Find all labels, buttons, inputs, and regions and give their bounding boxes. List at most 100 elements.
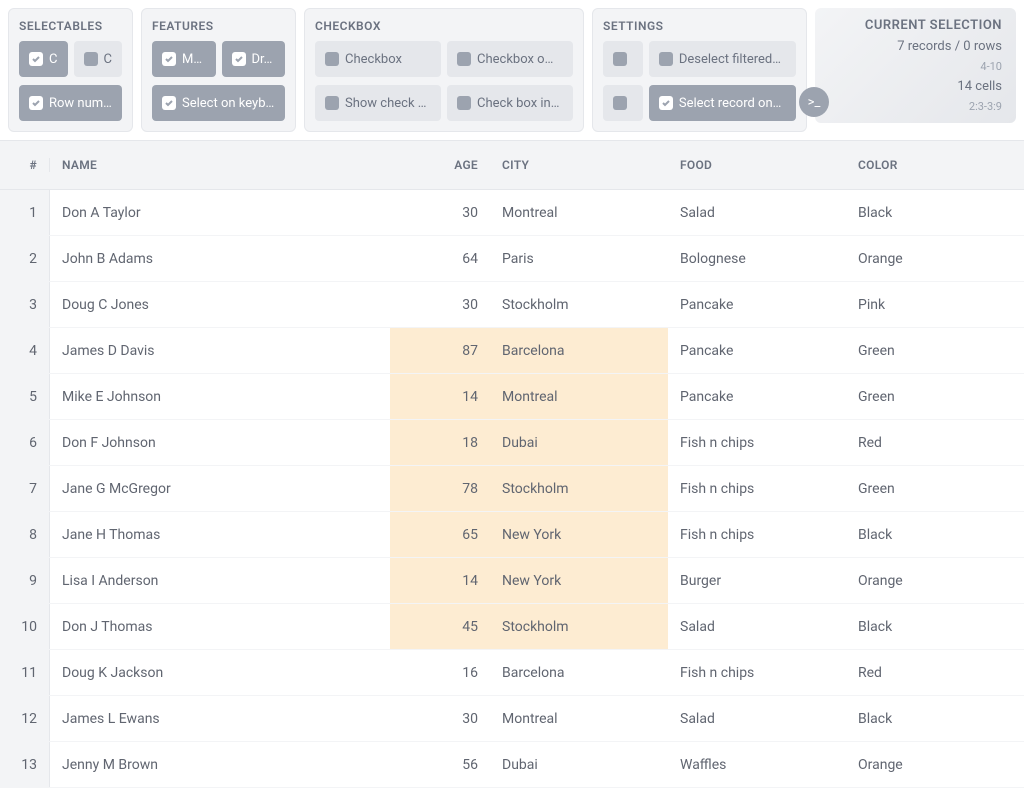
toggle-chip[interactable]: C: [74, 41, 123, 77]
cell-food[interactable]: Pancake: [668, 282, 846, 327]
cell-name[interactable]: Jane G McGregor: [50, 466, 390, 511]
cell-food[interactable]: Fish n chips: [668, 650, 846, 695]
cell-name[interactable]: Lisa I Anderson: [50, 558, 390, 603]
cell-name[interactable]: Doug C Jones: [50, 282, 390, 327]
cell-city[interactable]: Dubai: [490, 420, 668, 465]
cell-rownum[interactable]: 9: [0, 558, 50, 603]
cell-city[interactable]: Montreal: [490, 190, 668, 235]
cell-name[interactable]: James L Ewans: [50, 696, 390, 741]
toggle-chip[interactable]: Select on keyb…: [152, 85, 285, 121]
toggle-chip[interactable]: M…: [152, 41, 216, 77]
cell-food[interactable]: Salad: [668, 190, 846, 235]
cell-color[interactable]: Black: [846, 696, 1024, 741]
cell-city[interactable]: Barcelona: [490, 650, 668, 695]
cell-age[interactable]: 45: [390, 604, 490, 649]
cell-color[interactable]: Black: [846, 512, 1024, 557]
cell-color[interactable]: Green: [846, 374, 1024, 419]
cell-color[interactable]: Orange: [846, 236, 1024, 281]
toggle-chip[interactable]: Checkbox o…: [447, 41, 573, 77]
cell-rownum[interactable]: 13: [0, 742, 50, 787]
cell-rownum[interactable]: 6: [0, 420, 50, 465]
cell-age[interactable]: 64: [390, 236, 490, 281]
toggle-chip[interactable]: [603, 85, 643, 121]
cell-rownum[interactable]: 1: [0, 190, 50, 235]
cell-rownum[interactable]: 3: [0, 282, 50, 327]
table-row[interactable]: 8Jane H Thomas65New YorkFish n chipsBlac…: [0, 512, 1024, 558]
table-row[interactable]: 5Mike E Johnson14MontrealPancakeGreen: [0, 374, 1024, 420]
cell-city[interactable]: New York: [490, 558, 668, 603]
cell-rownum[interactable]: 4: [0, 328, 50, 373]
cell-color[interactable]: Black: [846, 190, 1024, 235]
cell-age[interactable]: 30: [390, 696, 490, 741]
cell-age[interactable]: 18: [390, 420, 490, 465]
toggle-chip[interactable]: Select record on…: [649, 85, 796, 121]
table-row[interactable]: 6Don F Johnson18DubaiFish n chipsRed: [0, 420, 1024, 466]
cell-city[interactable]: Stockholm: [490, 604, 668, 649]
cell-name[interactable]: James D Davis: [50, 328, 390, 373]
toggle-chip[interactable]: Row num…: [19, 85, 122, 121]
table-row[interactable]: 9Lisa I Anderson14New YorkBurgerOrange: [0, 558, 1024, 604]
cell-color[interactable]: Green: [846, 466, 1024, 511]
cell-food[interactable]: Waffles: [668, 742, 846, 787]
cell-age[interactable]: 78: [390, 466, 490, 511]
cell-city[interactable]: Dubai: [490, 742, 668, 787]
table-row[interactable]: 1Don A Taylor30MontrealSaladBlack: [0, 190, 1024, 236]
col-header-city[interactable]: CITY: [490, 158, 668, 172]
cell-rownum[interactable]: 10: [0, 604, 50, 649]
cell-city[interactable]: New York: [490, 512, 668, 557]
cell-food[interactable]: Salad: [668, 696, 846, 741]
toggle-chip[interactable]: Deselect filtered…: [649, 41, 796, 77]
toggle-chip[interactable]: Dr…: [222, 41, 286, 77]
cell-food[interactable]: Fish n chips: [668, 466, 846, 511]
col-header-food[interactable]: FOOD: [668, 158, 846, 172]
table-row[interactable]: 12James L Ewans30MontrealSaladBlack: [0, 696, 1024, 742]
col-header-name[interactable]: NAME: [50, 158, 390, 172]
cell-name[interactable]: John B Adams: [50, 236, 390, 281]
cell-rownum[interactable]: 2: [0, 236, 50, 281]
cell-name[interactable]: Jane H Thomas: [50, 512, 390, 557]
table-row[interactable]: 4James D Davis87BarcelonaPancakeGreen: [0, 328, 1024, 374]
cell-color[interactable]: Red: [846, 420, 1024, 465]
col-header-num[interactable]: #: [0, 158, 50, 172]
cell-color[interactable]: Orange: [846, 558, 1024, 603]
table-row[interactable]: 11Doug K Jackson16BarcelonaFish n chipsR…: [0, 650, 1024, 696]
cell-age[interactable]: 14: [390, 558, 490, 603]
col-header-age[interactable]: AGE: [390, 158, 490, 172]
cell-age[interactable]: 87: [390, 328, 490, 373]
cell-name[interactable]: Don J Thomas: [50, 604, 390, 649]
console-button[interactable]: >_: [799, 87, 829, 117]
cell-food[interactable]: Pancake: [668, 328, 846, 373]
col-header-color[interactable]: COLOR: [846, 158, 1024, 172]
cell-city[interactable]: Paris: [490, 236, 668, 281]
cell-age[interactable]: 65: [390, 512, 490, 557]
cell-name[interactable]: Doug K Jackson: [50, 650, 390, 695]
cell-color[interactable]: Red: [846, 650, 1024, 695]
cell-color[interactable]: Orange: [846, 742, 1024, 787]
table-row[interactable]: 7Jane G McGregor78StockholmFish n chipsG…: [0, 466, 1024, 512]
cell-food[interactable]: Fish n chips: [668, 512, 846, 557]
cell-color[interactable]: Green: [846, 328, 1024, 373]
cell-name[interactable]: Jenny M Brown: [50, 742, 390, 787]
cell-name[interactable]: Don A Taylor: [50, 190, 390, 235]
cell-age[interactable]: 30: [390, 190, 490, 235]
cell-food[interactable]: Fish n chips: [668, 420, 846, 465]
cell-food[interactable]: Burger: [668, 558, 846, 603]
cell-food[interactable]: Bolognese: [668, 236, 846, 281]
cell-color[interactable]: Pink: [846, 282, 1024, 327]
cell-name[interactable]: Mike E Johnson: [50, 374, 390, 419]
cell-color[interactable]: Black: [846, 604, 1024, 649]
table-row[interactable]: 3Doug C Jones30StockholmPancakePink: [0, 282, 1024, 328]
toggle-chip[interactable]: Show check …: [315, 85, 441, 121]
cell-age[interactable]: 30: [390, 282, 490, 327]
cell-rownum[interactable]: 5: [0, 374, 50, 419]
cell-age[interactable]: 56: [390, 742, 490, 787]
cell-city[interactable]: Barcelona: [490, 328, 668, 373]
toggle-chip[interactable]: Check box in…: [447, 85, 573, 121]
cell-rownum[interactable]: 8: [0, 512, 50, 557]
toggle-chip[interactable]: C: [19, 41, 68, 77]
cell-food[interactable]: Salad: [668, 604, 846, 649]
cell-age[interactable]: 16: [390, 650, 490, 695]
cell-city[interactable]: Stockholm: [490, 282, 668, 327]
cell-city[interactable]: Montreal: [490, 374, 668, 419]
cell-food[interactable]: Pancake: [668, 374, 846, 419]
